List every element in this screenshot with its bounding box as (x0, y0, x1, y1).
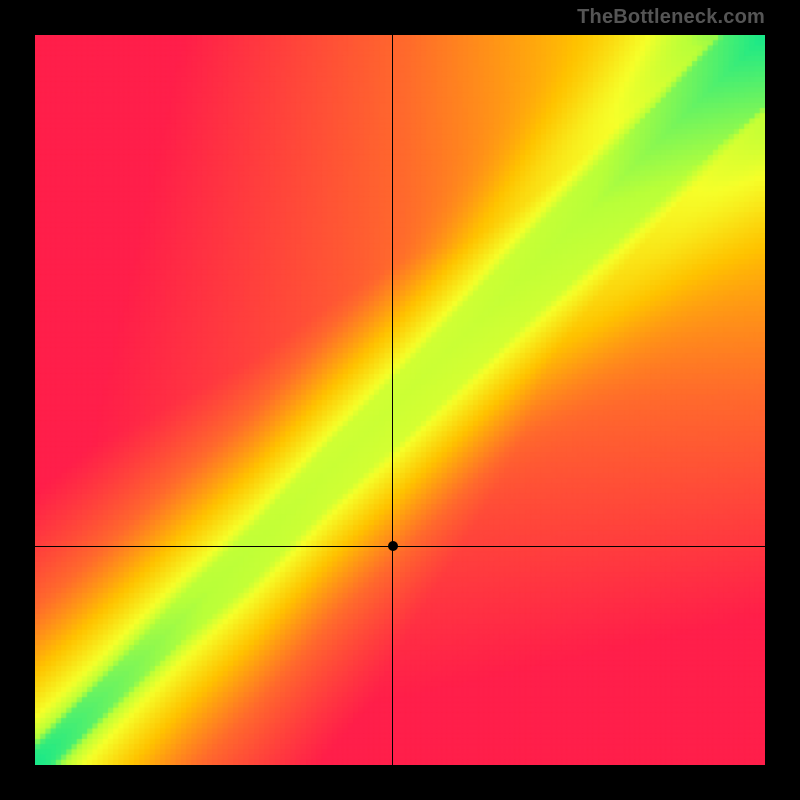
bottleneck-heatmap (35, 35, 765, 765)
watermark-text: TheBottleneck.com (577, 0, 765, 34)
figure-frame: TheBottleneck.com (0, 0, 800, 800)
plot-area (35, 35, 765, 765)
crosshair-vertical (392, 35, 393, 765)
crosshair-horizontal (35, 546, 765, 547)
data-point (388, 541, 398, 551)
